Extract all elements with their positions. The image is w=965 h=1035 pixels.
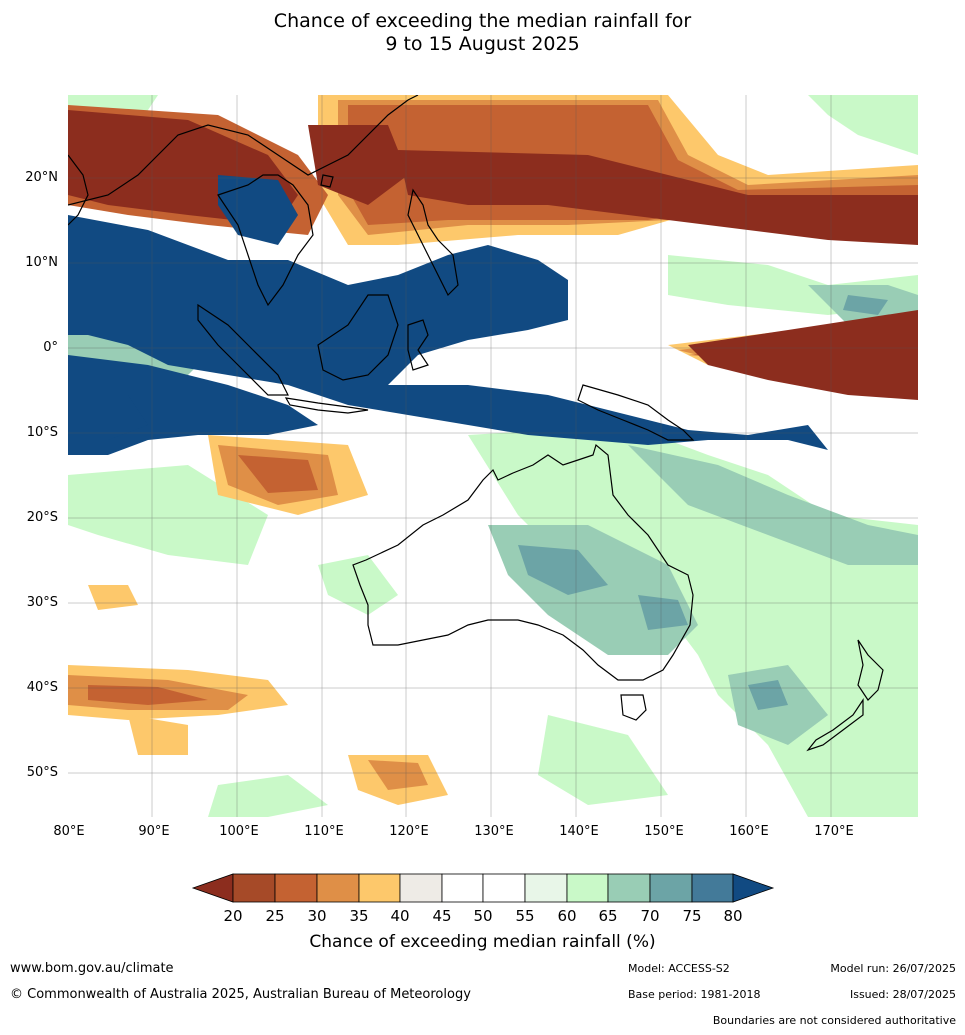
rainfall-probability-map [68,95,918,817]
map-title-line1: Chance of exceeding the median rainfall … [273,10,692,32]
lat-label-50s: 50°S [26,765,58,780]
colorbar-segment-20-25 [232,873,276,903]
lon-label-150e: 150°E [644,824,684,839]
indochina-coastline [217,174,314,307]
lon-label-120e: 120°E [389,824,429,839]
colorbar-segment-55-60 [524,873,568,903]
colorbar-tick-60: 60 [557,907,577,925]
australia-coastline [352,443,694,681]
java-coastline [284,397,369,414]
tasmania-coastline [620,694,647,721]
lon-label-140e: 140°E [559,824,599,839]
sumatra-coastline [197,303,289,396]
colorbar-segment-65-70 [607,873,651,903]
india-coastline [68,154,89,226]
footer-base-period: Base period: 1981-2018 [628,988,761,1001]
colorbar-tick-35: 35 [349,907,369,925]
colorbar-tick-30: 30 [307,907,327,925]
colorbar-tick-40: 40 [390,907,410,925]
lat-label-30s: 30°S [26,595,58,610]
probability-band-70-75 [518,295,888,710]
footer-website: www.bom.gov.au/climate [10,961,174,976]
colorbar-tick-45: 45 [432,907,452,925]
colorbar-segment-30-35 [316,873,360,903]
colorbar-tick-75: 75 [682,907,702,925]
colorbar-tick-55: 55 [515,907,535,925]
lat-label-10n: 10°N [25,255,58,270]
colorbar-segment-35-40 [358,873,401,903]
colorbar-segment-60-65 [566,873,609,903]
footer-issued: Issued: 28/07/2025 [849,988,956,1001]
colorbar-segment-50-55 [482,873,526,903]
borneo-coastline [317,294,399,381]
lat-label-20s: 20°S [26,510,58,525]
lon-label-90e: 90°E [138,824,170,839]
new-zealand-north-island-coastline [857,639,884,701]
colorbar-tick-25: 25 [265,907,285,925]
colorbar [191,873,775,903]
footer-model: Model: ACCESS-S2 [628,962,730,975]
lon-label-110e: 110°E [304,824,344,839]
colorbar-tick-70: 70 [640,907,660,925]
hainan-coastline [320,174,334,188]
lon-label-160e: 160°E [729,824,769,839]
coastlines [68,95,884,752]
colorbar-tick-80: 80 [723,907,743,925]
graticule [68,95,918,817]
colorbar-extend-low [191,873,234,903]
footer-disclaimer: Boundaries are not considered authoritat… [712,1014,956,1027]
philippines-coastline [407,188,459,297]
colorbar-title: Chance of exceeding median rainfall (%) [309,932,656,952]
new-zealand-south-island-coastline [806,698,864,752]
colorbar-segment-45-50 [441,873,484,903]
colorbar-tick-65: 65 [598,907,618,925]
new-guinea-coastline [577,384,695,441]
lon-label-80e: 80°E [53,824,85,839]
lat-label-10s: 10°S [26,425,58,440]
probability-band-above-80 [68,175,828,455]
lat-label-0: 0° [43,340,58,355]
colorbar-segment-70-75 [649,873,693,903]
sulawesi-coastline [407,319,429,371]
colorbar-extend-high [732,873,775,903]
footer-model-run: Model run: 26/07/2025 [830,962,956,975]
colorbar-segment-25-30 [274,873,318,903]
lon-label-100e: 100°E [219,824,259,839]
map-title: Chance of exceeding the median rainfall … [0,10,965,56]
colorbar-segment-40-45 [399,873,443,903]
colorbar-segment-75-80 [691,873,734,903]
map-title-line2: 9 to 15 August 2025 [385,33,580,55]
lon-label-130e: 130°E [474,824,514,839]
footer-copyright: © Commonwealth of Australia 2025, Austra… [10,987,471,1002]
lat-label-20n: 20°N [25,170,58,185]
lat-label-40s: 40°S [26,680,58,695]
southeast-asia-coastline [68,95,419,206]
colorbar-tick-50: 50 [473,907,493,925]
lon-label-170e: 170°E [814,824,854,839]
colorbar-tick-20: 20 [223,907,243,925]
